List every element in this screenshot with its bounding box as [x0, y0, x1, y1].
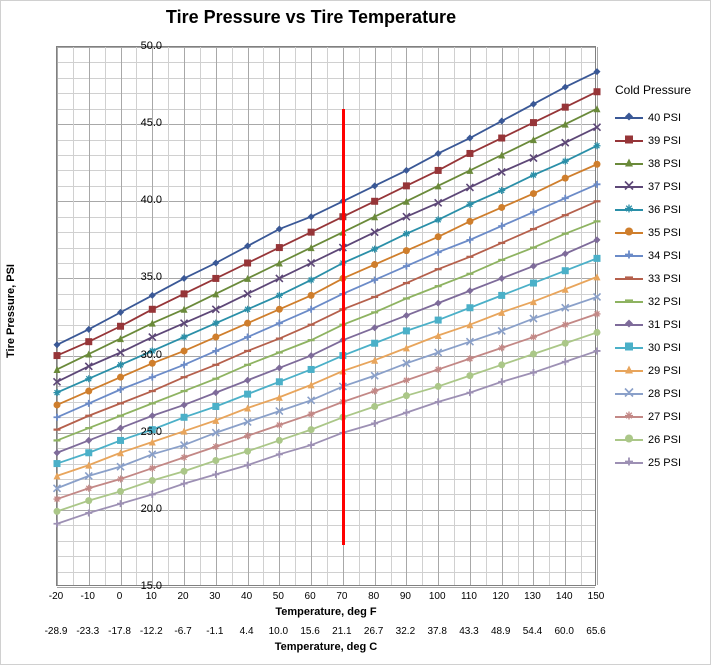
legend: Cold Pressure 40 PSI 39 PSI 38 PSI 37 PSI 36…: [615, 83, 705, 479]
legend-item: 40 PSI: [615, 111, 705, 125]
x-axis-label-c: Temperature, deg C: [56, 641, 596, 653]
x-tick-f: 30: [200, 591, 230, 602]
x-tick-f: -20: [41, 591, 71, 602]
x-tick-f: 70: [327, 591, 357, 602]
legend-label: 28 PSI: [648, 388, 681, 400]
legend-item: 31 PSI: [615, 318, 705, 332]
x-tick-c: -23.3: [71, 626, 105, 637]
x-tick-f: 110: [454, 591, 484, 602]
x-tick-c: 37.8: [420, 626, 454, 637]
y-tick: 45.0: [122, 117, 162, 129]
x-tick-c: -17.8: [103, 626, 137, 637]
y-tick: 35.0: [122, 271, 162, 283]
x-tick-f: 20: [168, 591, 198, 602]
x-tick-f: 100: [422, 591, 452, 602]
y-tick: 15.0: [122, 580, 162, 592]
legend-item: 38 PSI: [615, 157, 705, 171]
y-tick: 20.0: [122, 503, 162, 515]
x-tick-c: -1.1: [198, 626, 232, 637]
legend-item: 28 PSI: [615, 387, 705, 401]
reference-line: [342, 109, 345, 546]
legend-title: Cold Pressure: [615, 83, 705, 97]
legend-item: 37 PSI: [615, 180, 705, 194]
x-tick-c: -12.2: [134, 626, 168, 637]
legend-item: 34 PSI: [615, 249, 705, 263]
legend-item: 26 PSI: [615, 433, 705, 447]
x-tick-f: 50: [263, 591, 293, 602]
x-tick-f: 10: [136, 591, 166, 602]
legend-label: 34 PSI: [648, 250, 681, 262]
x-tick-c: 65.6: [579, 626, 613, 637]
legend-label: 35 PSI: [648, 227, 681, 239]
legend-label: 38 PSI: [648, 158, 681, 170]
y-tick: 30.0: [122, 349, 162, 361]
legend-item: 27 PSI: [615, 410, 705, 424]
legend-label: 29 PSI: [648, 365, 681, 377]
legend-item: 29 PSI: [615, 364, 705, 378]
legend-item: 25 PSI: [615, 456, 705, 470]
x-tick-f: 0: [105, 591, 135, 602]
legend-item: 39 PSI: [615, 134, 705, 148]
x-tick-f: 40: [232, 591, 262, 602]
legend-item: 35 PSI: [615, 226, 705, 240]
legend-label: 40 PSI: [648, 112, 681, 124]
legend-item: 33 PSI: [615, 272, 705, 286]
x-tick-f: 60: [295, 591, 325, 602]
legend-item: 30 PSI: [615, 341, 705, 355]
legend-label: 30 PSI: [648, 342, 681, 354]
legend-label: 37 PSI: [648, 181, 681, 193]
legend-label: 33 PSI: [648, 273, 681, 285]
x-tick-c: -6.7: [166, 626, 200, 637]
x-tick-c: 26.7: [357, 626, 391, 637]
legend-label: 26 PSI: [648, 434, 681, 446]
y-tick: 40.0: [122, 194, 162, 206]
x-tick-c: 43.3: [452, 626, 486, 637]
legend-label: 27 PSI: [648, 411, 681, 423]
chart-container: Tire Pressure vs Tire Temperature Tire P…: [0, 0, 711, 665]
x-tick-f: 80: [359, 591, 389, 602]
legend-label: 32 PSI: [648, 296, 681, 308]
x-tick-f: 150: [581, 591, 611, 602]
legend-label: 36 PSI: [648, 204, 681, 216]
legend-item: 32 PSI: [615, 295, 705, 309]
x-tick-c: 32.2: [388, 626, 422, 637]
chart-title: Tire Pressure vs Tire Temperature: [1, 7, 621, 28]
y-axis-label: Tire Pressure, PSI: [5, 264, 17, 358]
x-tick-c: 21.1: [325, 626, 359, 637]
x-tick-f: -10: [73, 591, 103, 602]
x-tick-c: 4.4: [230, 626, 264, 637]
x-tick-c: 54.4: [515, 626, 549, 637]
x-tick-c: 60.0: [547, 626, 581, 637]
legend-label: 25 PSI: [648, 457, 681, 469]
x-tick-f: 120: [486, 591, 516, 602]
legend-label: 31 PSI: [648, 319, 681, 331]
x-axis-label-f: Temperature, deg F: [56, 606, 596, 618]
x-tick-f: 130: [517, 591, 547, 602]
legend-item: 36 PSI: [615, 203, 705, 217]
x-tick-c: -28.9: [39, 626, 73, 637]
x-tick-f: 140: [549, 591, 579, 602]
y-tick: 25.0: [122, 426, 162, 438]
y-tick: 50.0: [122, 40, 162, 52]
x-tick-c: 15.6: [293, 626, 327, 637]
x-tick-f: 90: [390, 591, 420, 602]
legend-label: 39 PSI: [648, 135, 681, 147]
x-tick-c: 48.9: [484, 626, 518, 637]
x-tick-c: 10.0: [261, 626, 295, 637]
